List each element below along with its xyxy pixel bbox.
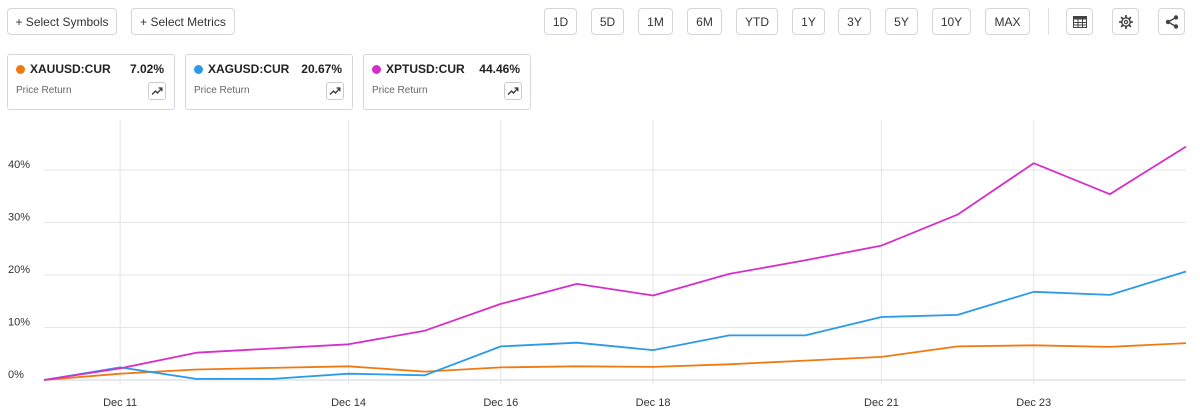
y-tick-label: 40%	[8, 159, 30, 171]
table-icon	[1072, 15, 1087, 28]
chart-type-button[interactable]	[148, 82, 166, 100]
metric-label: Price Return	[194, 85, 250, 96]
symbol-return: 20.67%	[301, 62, 342, 76]
trend-up-icon	[329, 87, 341, 95]
y-tick-label: 20%	[8, 264, 30, 276]
symbol-name: XAGUSD:CUR	[208, 62, 290, 76]
range-max-button[interactable]: MAX	[985, 8, 1030, 35]
symbol-name: XAUUSD:CUR	[30, 62, 111, 76]
symbol-return: 7.02%	[129, 62, 164, 76]
share-icon	[1165, 14, 1178, 29]
range-5d-button[interactable]: 5D	[591, 8, 624, 35]
chart-type-button[interactable]	[504, 82, 522, 100]
x-tick-label: Dec 18	[636, 397, 671, 409]
select-symbols-button[interactable]: + Select Symbols	[7, 8, 117, 35]
series-line-xagusd-cur[interactable]	[43, 270, 1187, 381]
metric-label: Price Return	[372, 85, 428, 96]
range-ytd-button[interactable]: YTD	[736, 8, 778, 35]
range-3y-button[interactable]: 3Y	[838, 8, 871, 35]
trend-up-icon	[151, 87, 163, 95]
x-tick-label: Dec 16	[483, 397, 518, 409]
price-return-chart: 0% 10% 20% 30% 40% Dec 11 Dec 14 Dec 16 Dec 18 De…	[8, 120, 1187, 409]
range-10y-button[interactable]: 10Y	[932, 8, 971, 35]
symbol-return: 44.46%	[479, 62, 520, 76]
range-1y-button[interactable]: 1Y	[792, 8, 825, 35]
symbol-card-xptusd[interactable]: XPTUSD:CUR 44.46% Price Return	[363, 54, 531, 110]
select-metrics-button[interactable]: + Select Metrics	[131, 8, 235, 35]
symbol-card-xagusd[interactable]: XAGUSD:CUR 20.67% Price Return	[185, 54, 353, 110]
series-line-xauusd-cur[interactable]	[43, 342, 1187, 381]
x-tick-label: Dec 23	[1016, 397, 1051, 409]
share-button[interactable]	[1158, 8, 1185, 35]
symbol-card-xauusd[interactable]: XAUUSD:CUR 7.02% Price Return	[7, 54, 175, 110]
series-line-xptusd-cur[interactable]	[43, 145, 1187, 381]
x-tick-label: Dec 14	[331, 397, 366, 409]
table-view-button[interactable]	[1066, 8, 1093, 35]
series-color-dot	[194, 65, 203, 74]
range-5y-button[interactable]: 5Y	[885, 8, 918, 35]
series-color-dot	[372, 65, 381, 74]
y-tick-label: 30%	[8, 212, 30, 224]
toolbar-divider	[1048, 8, 1049, 35]
x-tick-label: Dec 11	[103, 397, 137, 409]
chart-type-button[interactable]	[326, 82, 344, 100]
series-color-dot	[16, 65, 25, 74]
gear-icon	[1118, 14, 1133, 29]
range-1d-button[interactable]: 1D	[544, 8, 577, 35]
y-tick-label: 0%	[8, 369, 24, 381]
y-tick-label: 10%	[8, 317, 30, 329]
metric-label: Price Return	[16, 85, 72, 96]
range-6m-button[interactable]: 6M	[687, 8, 722, 35]
x-tick-label: Dec 21	[864, 397, 899, 409]
trend-up-icon	[507, 87, 519, 95]
range-1m-button[interactable]: 1M	[638, 8, 673, 35]
settings-button[interactable]	[1112, 8, 1139, 35]
symbol-name: XPTUSD:CUR	[386, 62, 465, 76]
toolbar: + Select Symbols + Select Metrics 1D 5D …	[0, 0, 1200, 44]
